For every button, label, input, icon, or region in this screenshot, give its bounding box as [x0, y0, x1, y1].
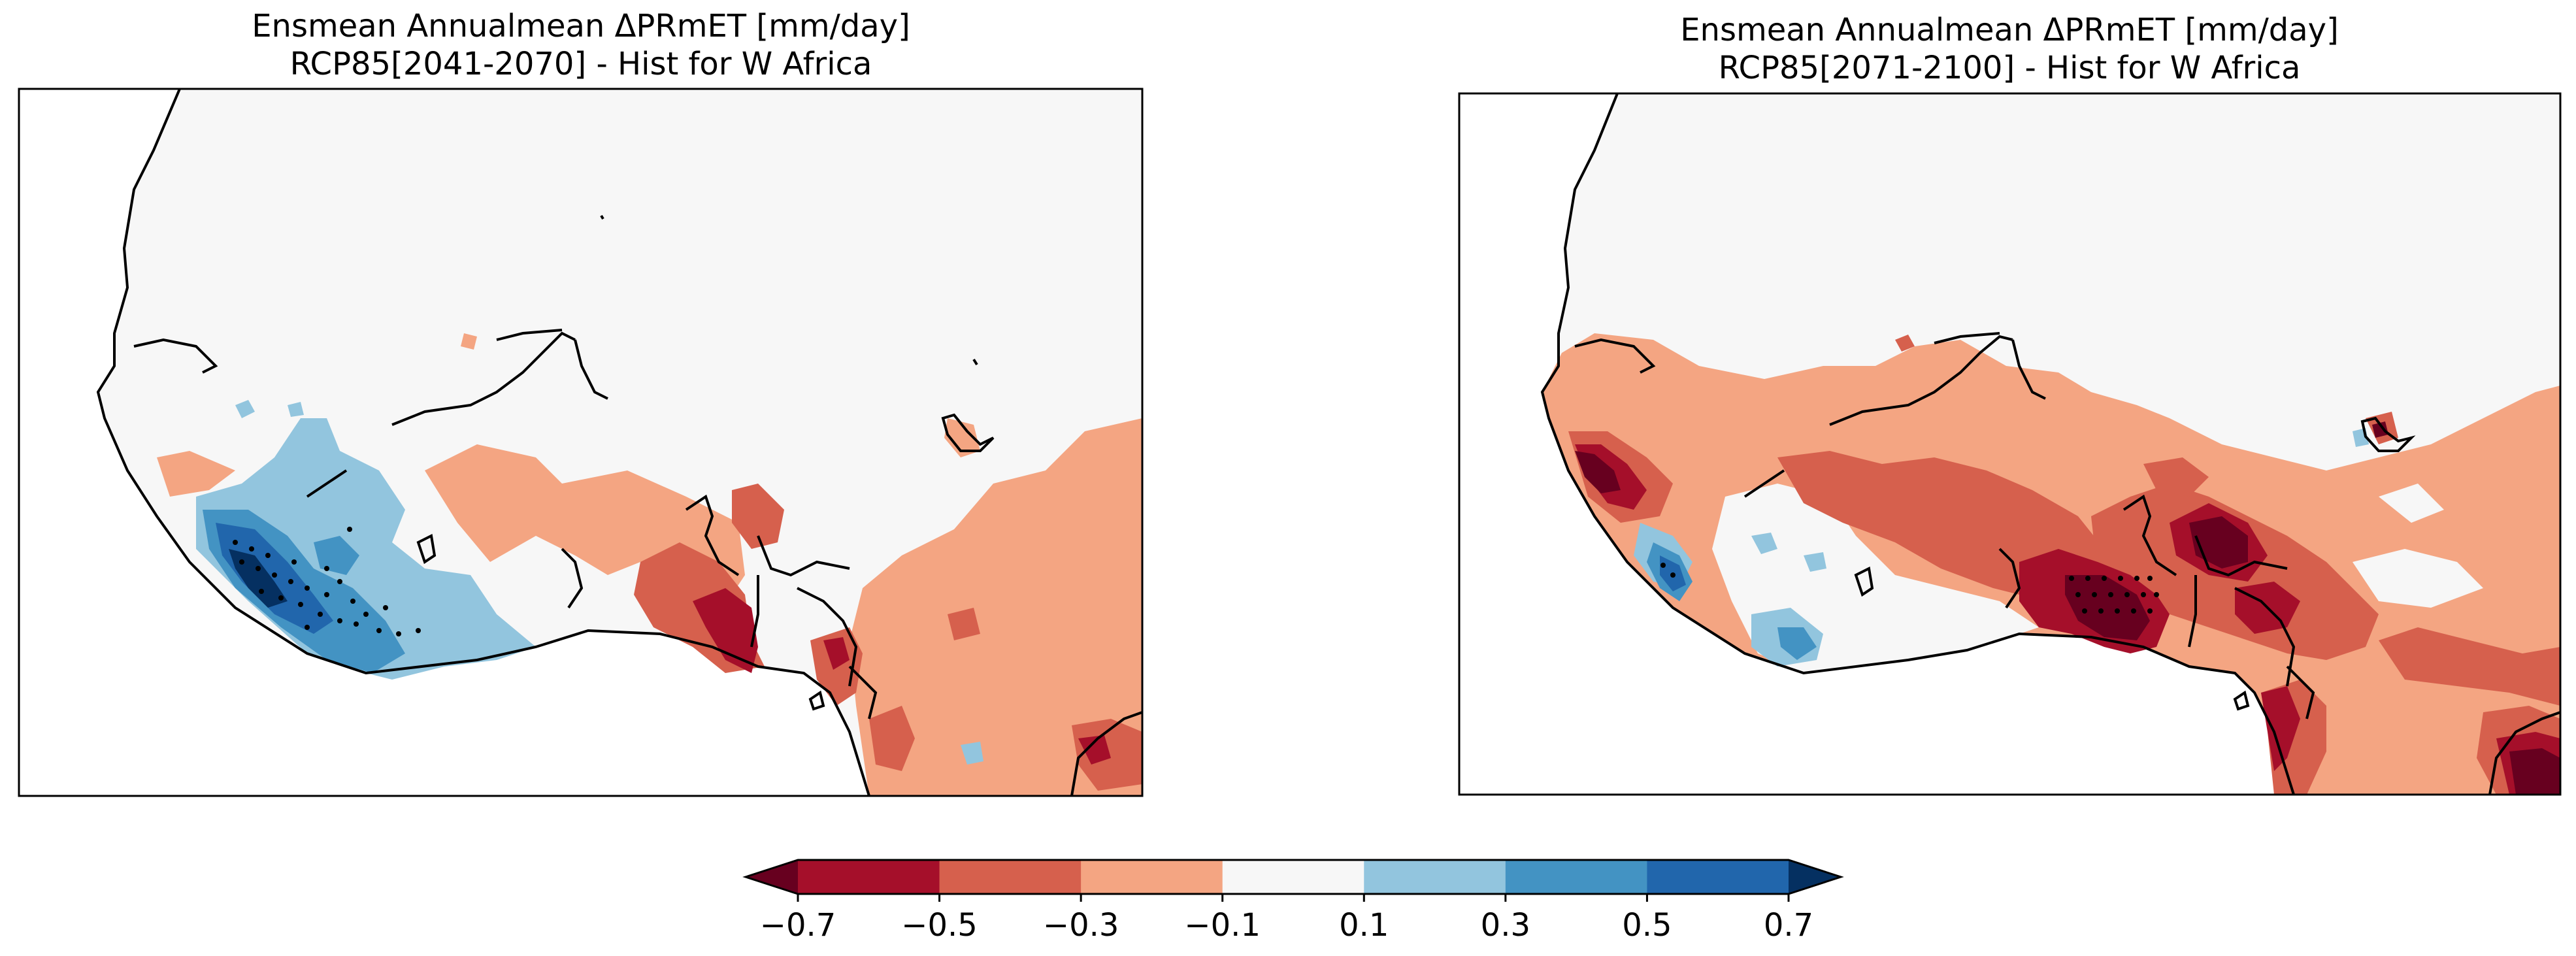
colorbar-swatch-below-min [746, 860, 798, 894]
left-contour-dark-red [693, 588, 1111, 765]
colorbar-swatch-level-5 [1364, 860, 1506, 894]
colorbar-swatch-level-1 [798, 860, 940, 894]
colorbar-tick-label: 0.5 [1622, 907, 1672, 944]
panel-right-frame [1458, 92, 2562, 796]
left-contour-dark-blue [216, 523, 333, 634]
colorbar-tick-label: 0.1 [1339, 907, 1389, 944]
colorbar-swatch-level-2 [939, 860, 1082, 894]
colorbar-tick-label: 0.7 [1764, 907, 1813, 944]
panel-left-title-line2: RCP85[2041-2070] - Hist for W Africa [290, 46, 872, 82]
colorbar-swatch-level-7 [1647, 860, 1789, 894]
panel-left-map [19, 89, 1142, 796]
colorbar-tick-label: −0.7 [760, 907, 836, 944]
colorbar-tick-label: −0.5 [901, 907, 978, 944]
panel-right: Ensmean Annualmean ΔPRmET [mm/day] RCP85… [1458, 12, 2562, 796]
colorbar-tick-label: 0.3 [1481, 907, 1530, 944]
colorbar-swatch-level-6 [1505, 860, 1647, 894]
left-coastline [96, 89, 1142, 796]
left-stipple [233, 527, 421, 636]
panel-right-map [1459, 93, 2560, 795]
right-coastline [1540, 93, 2560, 795]
colorbar-tick-label: −0.3 [1043, 907, 1119, 944]
right-contour-deepest-red [1575, 421, 2560, 795]
colorbar-swatch-level-3 [1081, 860, 1223, 894]
panel-left: Ensmean Annualmean ΔPRmET [mm/day] RCP85… [18, 8, 1144, 797]
colorbar-ticks: −0.7 −0.5 −0.3 −0.1 0.1 0.3 0.5 0.7 [760, 894, 1813, 944]
colorbar-swatch-level-4 [1222, 860, 1364, 894]
panel-left-title-line1: Ensmean Annualmean ΔPRmET [mm/day] [252, 8, 910, 44]
panel-right-title-line1: Ensmean Annualmean ΔPRmET [mm/day] [1680, 12, 2339, 48]
right-stipple [1660, 563, 2159, 614]
panel-left-frame [18, 88, 1144, 797]
colorbar-swatch-above-max [1789, 860, 1841, 894]
colorbar: −0.7 −0.5 −0.3 −0.1 0.1 0.3 0.5 0.7 [742, 859, 1844, 944]
colorbar-tick-label: −0.1 [1184, 907, 1261, 944]
panel-right-title-line2: RCP85[2071-2100] - Hist for W Africa [1719, 50, 2301, 86]
colorbar-swatches [742, 859, 1844, 895]
